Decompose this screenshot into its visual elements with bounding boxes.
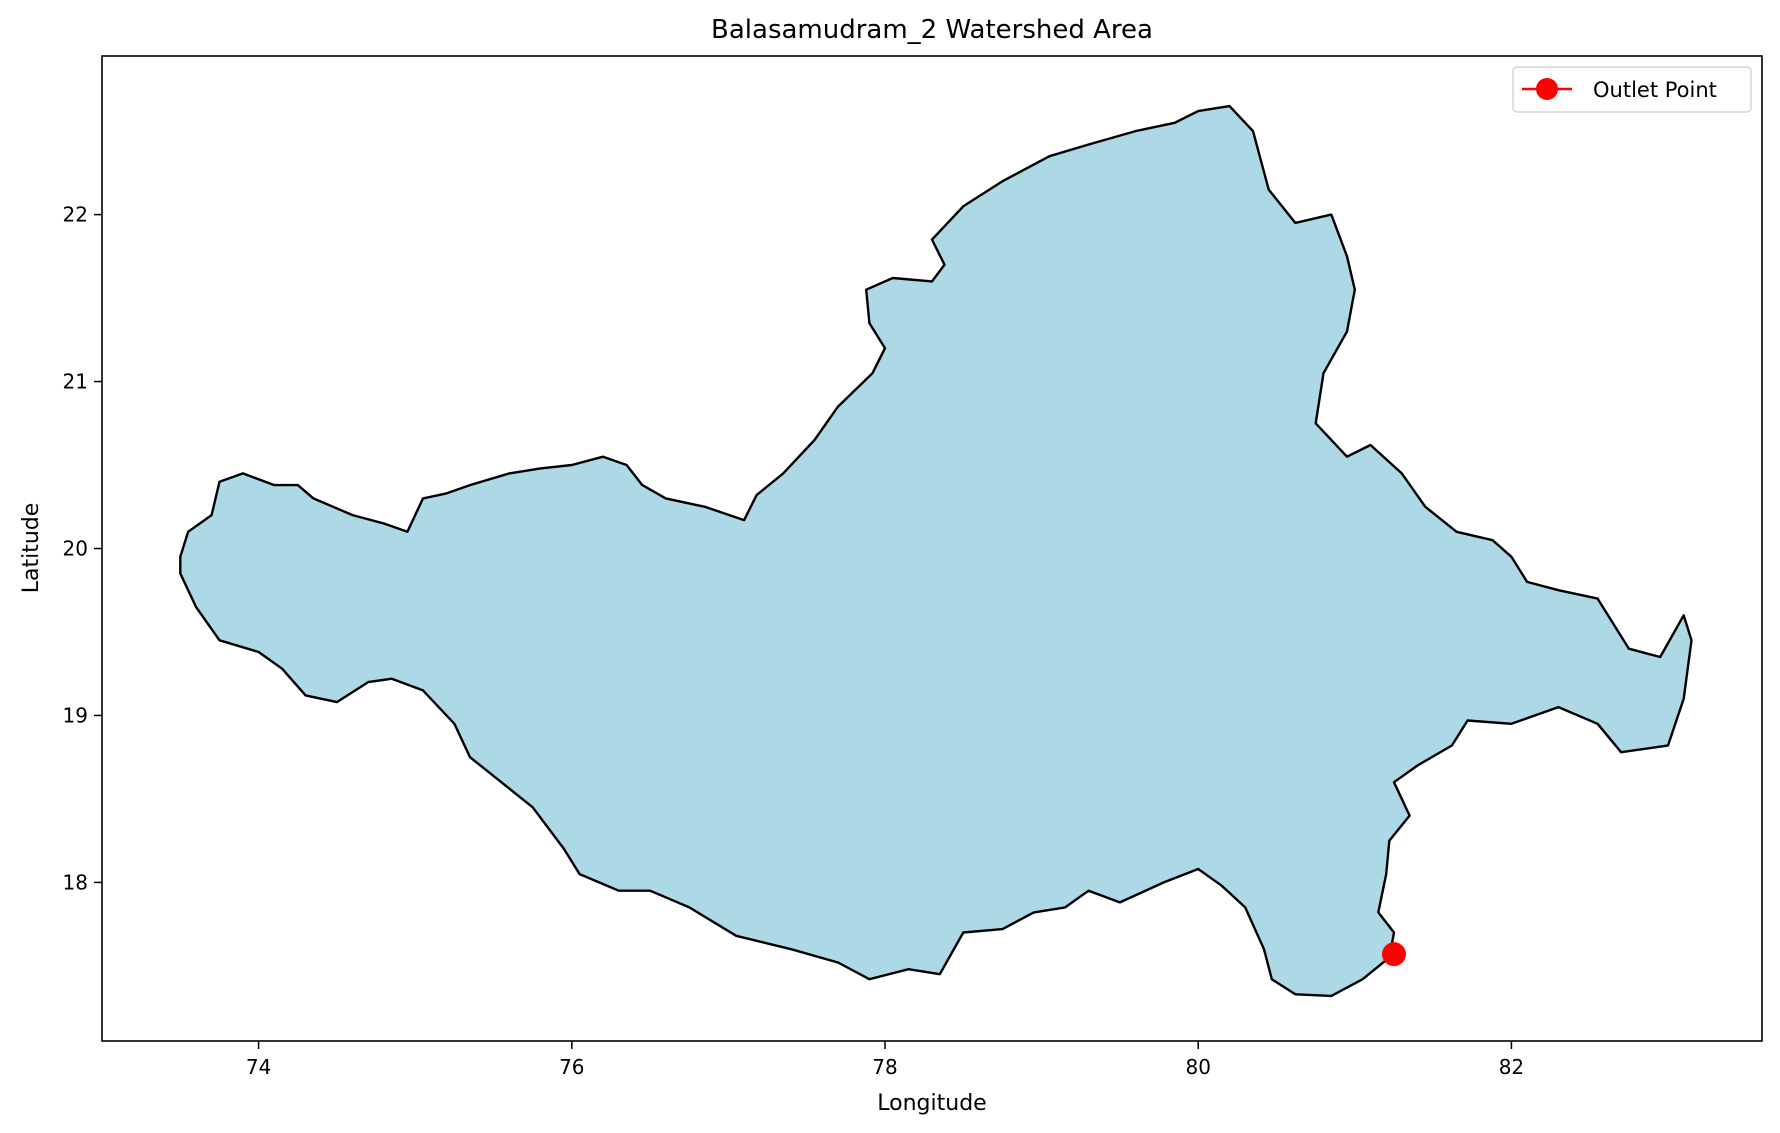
x-tick-label: 74 bbox=[246, 1055, 271, 1079]
y-tick-label: 20 bbox=[63, 537, 88, 561]
x-tick-label: 82 bbox=[1499, 1055, 1524, 1079]
y-tick-label: 18 bbox=[63, 870, 88, 894]
x-tick-label: 76 bbox=[559, 1055, 584, 1079]
y-tick-label: 22 bbox=[63, 203, 88, 227]
y-tick-label: 21 bbox=[63, 370, 88, 394]
chart-title: Balasamudram_2 Watershed Area bbox=[711, 15, 1153, 45]
legend-marker-icon bbox=[1536, 78, 1558, 100]
x-tick-label: 78 bbox=[872, 1055, 897, 1079]
x-tick-label: 80 bbox=[1185, 1055, 1210, 1079]
legend: Outlet Point bbox=[1512, 66, 1752, 113]
y-tick-label: 19 bbox=[63, 703, 88, 727]
legend-label-outlet: Outlet Point bbox=[1593, 78, 1717, 102]
plot-layer bbox=[179, 104, 1693, 998]
watershed-polygon bbox=[179, 104, 1693, 998]
tick-layer: 74 76 78 80 82 18 19 20 21 22 bbox=[63, 203, 1525, 1079]
y-axis-label: Latitude bbox=[19, 503, 44, 594]
x-axis-label: Longitude bbox=[877, 1091, 986, 1116]
legend-box bbox=[1512, 66, 1752, 113]
outlet-point-marker bbox=[1381, 942, 1406, 967]
